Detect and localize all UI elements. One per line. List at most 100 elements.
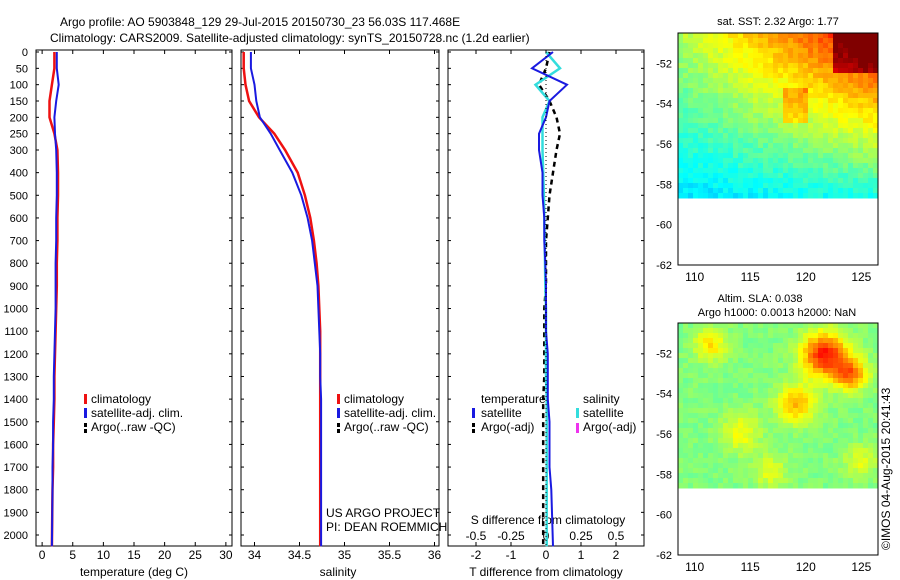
map-cell — [738, 173, 744, 179]
map-cell — [718, 403, 724, 409]
map-cell — [803, 393, 809, 399]
map-cell — [783, 348, 789, 354]
map-cell — [828, 478, 834, 484]
map-cell — [813, 333, 819, 339]
map-cell — [863, 333, 869, 339]
map-cell — [743, 398, 749, 404]
map-cell — [858, 123, 864, 129]
map-cell — [723, 433, 729, 439]
map-cell — [718, 428, 724, 434]
map-cell — [703, 408, 709, 414]
map-cell — [863, 418, 869, 424]
map-cell — [783, 383, 789, 389]
map-cell — [683, 173, 689, 179]
map-cell — [693, 483, 699, 489]
map-cell — [713, 58, 719, 64]
map-x-tick-label: 120 — [796, 560, 816, 574]
map-cell — [708, 408, 714, 414]
map-cell — [863, 98, 869, 104]
map-cell — [808, 343, 814, 349]
map-cell — [813, 408, 819, 414]
map-cell — [768, 443, 774, 449]
map-cell — [713, 143, 719, 149]
map-cell — [743, 368, 749, 374]
map-cell — [748, 178, 754, 184]
map-cell — [868, 383, 874, 389]
map-cell — [753, 363, 759, 369]
map-cell — [698, 143, 704, 149]
map-cell — [838, 413, 844, 419]
map-cell — [833, 118, 839, 124]
map-cell — [758, 453, 764, 459]
map-cell — [778, 418, 784, 424]
map-cell — [808, 408, 814, 414]
map-cell — [818, 483, 824, 489]
map-cell — [788, 383, 794, 389]
map-cell — [763, 188, 769, 194]
map-cell — [823, 418, 829, 424]
map-cell — [798, 173, 804, 179]
map-cell — [833, 438, 839, 444]
map-cell — [813, 43, 819, 49]
map-cell — [808, 53, 814, 59]
map-cell — [788, 413, 794, 419]
map-cell — [798, 368, 804, 374]
map-cell — [698, 168, 704, 174]
map-cell — [818, 458, 824, 464]
map-cell — [773, 433, 779, 439]
map-cell — [818, 123, 824, 129]
map-cell — [703, 48, 709, 54]
map-cell — [743, 473, 749, 479]
map-cell — [718, 178, 724, 184]
map-cell — [738, 393, 744, 399]
map-cell — [718, 108, 724, 114]
map-cell — [713, 43, 719, 49]
map-cell — [858, 328, 864, 334]
map-cell — [818, 413, 824, 419]
map-cell — [868, 433, 874, 439]
map-cell — [763, 343, 769, 349]
map-cell — [728, 133, 734, 139]
map-cell — [778, 408, 784, 414]
map-cell — [818, 378, 824, 384]
map-cell — [833, 388, 839, 394]
map-cell — [708, 403, 714, 409]
map-cell — [793, 53, 799, 59]
map-cell — [798, 153, 804, 159]
map-cell — [763, 368, 769, 374]
map-cell — [838, 468, 844, 474]
map-cell — [758, 388, 764, 394]
map-cell — [778, 453, 784, 459]
map-cell — [753, 173, 759, 179]
map-cell — [743, 118, 749, 124]
map-cell — [693, 193, 699, 199]
map-cell — [818, 143, 824, 149]
map-cell — [723, 483, 729, 489]
map-cell — [738, 463, 744, 469]
map-cell — [703, 438, 709, 444]
map-cell — [863, 473, 869, 479]
map-cell — [678, 483, 684, 489]
map-cell — [873, 48, 879, 54]
map-cell — [818, 373, 824, 379]
map-cell — [818, 128, 824, 134]
map-cell — [833, 333, 839, 339]
map-cell — [838, 343, 844, 349]
map-cell — [858, 148, 864, 154]
map-cell — [763, 183, 769, 189]
map-cell — [873, 108, 879, 114]
map-cell — [873, 73, 879, 79]
map-cell — [823, 73, 829, 79]
map-cell — [828, 408, 834, 414]
map-cell — [738, 83, 744, 89]
x-tick-label: 15 — [127, 548, 141, 562]
map-cell — [858, 98, 864, 104]
map-cell — [863, 388, 869, 394]
map-cell — [773, 188, 779, 194]
map-cell — [723, 338, 729, 344]
map-cell — [808, 393, 814, 399]
map-cell — [708, 423, 714, 429]
map-cell — [863, 143, 869, 149]
map-cell — [793, 133, 799, 139]
map-cell — [803, 128, 809, 134]
